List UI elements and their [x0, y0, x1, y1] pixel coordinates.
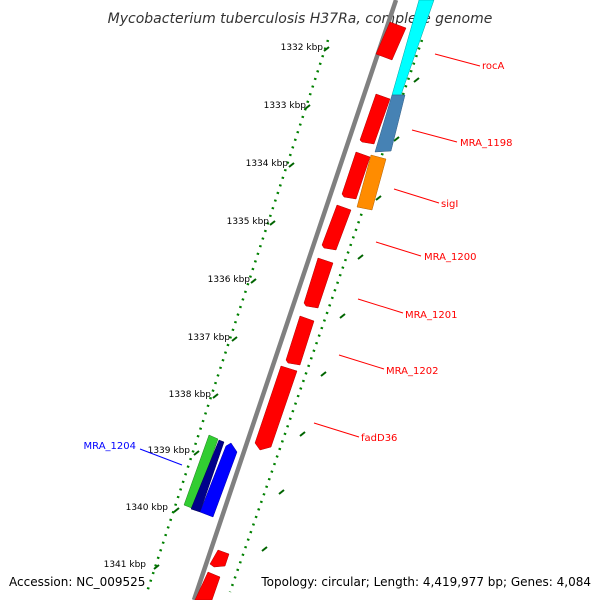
gene-label-sigi[interactable]: sigI — [441, 199, 458, 210]
inner-tick — [413, 77, 420, 83]
tick-label: 1339 kbp — [148, 446, 191, 456]
gene-label-mra-1204[interactable]: MRA_1204 — [84, 441, 136, 452]
label-leader-line — [338, 354, 385, 370]
label-leader-line — [313, 422, 360, 438]
label-leader-line — [393, 188, 440, 204]
tick-mark — [250, 278, 257, 284]
tick-label: 1340 kbp — [126, 503, 169, 513]
gene-track-forward — [194, 21, 407, 600]
tick-label: 1336 kbp — [208, 275, 251, 285]
gene-arrow — [359, 93, 391, 145]
ruler-outer-dotted-line — [145, 39, 330, 593]
gene-arrow — [194, 571, 221, 600]
gene-arrow — [374, 94, 406, 153]
topology-text: Topology: circular; Length: 4,419,977 bp… — [260, 575, 591, 589]
inner-tick — [375, 195, 382, 201]
tick-group: 1332 kbp 1333 kbp 1334 kbp 1335 kbp 1336… — [104, 43, 330, 570]
tick-mark — [304, 104, 311, 110]
tick-label: 1332 kbp — [281, 43, 324, 53]
gene-arrow — [321, 204, 352, 251]
tick-mark — [193, 450, 200, 456]
inner-tick — [278, 489, 285, 495]
inner-tick — [357, 254, 364, 260]
inner-tick — [299, 431, 306, 437]
tick-mark — [153, 564, 160, 570]
accession-text: Accession: NC_009525 — [9, 575, 145, 589]
gene-arrow — [356, 154, 387, 211]
tick-label: 1333 kbp — [264, 101, 307, 111]
tick-label: 1341 kbp — [104, 560, 147, 570]
gene-label-roca[interactable]: rocA — [482, 61, 505, 72]
map-title: Mycobacterium tuberculosis H37Ra, comple… — [108, 11, 493, 27]
label-leader-line — [357, 298, 404, 314]
gene-arrow — [341, 151, 371, 200]
genome-backbone — [191, 0, 399, 600]
label-leader-line — [139, 448, 183, 466]
gene-arrow — [209, 549, 230, 568]
tick-mark — [212, 393, 219, 399]
label-leader-line — [375, 241, 422, 257]
gene-arrow — [285, 315, 315, 366]
tick-label: 1334 kbp — [246, 159, 289, 169]
gene-arrow — [303, 257, 334, 309]
tick-label: 1335 kbp — [227, 217, 270, 227]
gene-label-mra-1202[interactable]: MRA_1202 — [386, 366, 438, 377]
gene-label-mra-1198[interactable]: MRA_1198 — [460, 138, 512, 149]
gene-label-mra-1200[interactable]: MRA_1200 — [424, 252, 476, 263]
inner-tick — [393, 136, 400, 142]
tick-mark — [323, 46, 330, 52]
inner-tick — [339, 313, 346, 319]
tick-mark — [231, 336, 238, 342]
tick-label: 1337 kbp — [188, 333, 231, 343]
gene-arrow — [375, 21, 407, 61]
tick-mark — [288, 162, 295, 168]
label-leader-line — [411, 129, 458, 143]
gene-track-reverse — [183, 0, 435, 518]
gene-arrow — [254, 365, 298, 451]
inner-tick — [320, 371, 327, 377]
inner-tick-group — [261, 77, 420, 552]
tick-label: 1338 kbp — [169, 390, 212, 400]
label-leader-line — [434, 53, 481, 67]
tick-mark — [269, 220, 276, 226]
gene-label-mra-1201[interactable]: MRA_1201 — [405, 310, 457, 321]
tick-mark — [173, 507, 180, 513]
inner-tick — [261, 546, 268, 552]
gene-label-fadd36[interactable]: fadD36 — [361, 433, 397, 444]
gene-arrow — [199, 442, 238, 518]
gene-label-group: rocA MRA_1198 sigI MRA_1200 MRA_1201 MRA… — [84, 53, 512, 466]
